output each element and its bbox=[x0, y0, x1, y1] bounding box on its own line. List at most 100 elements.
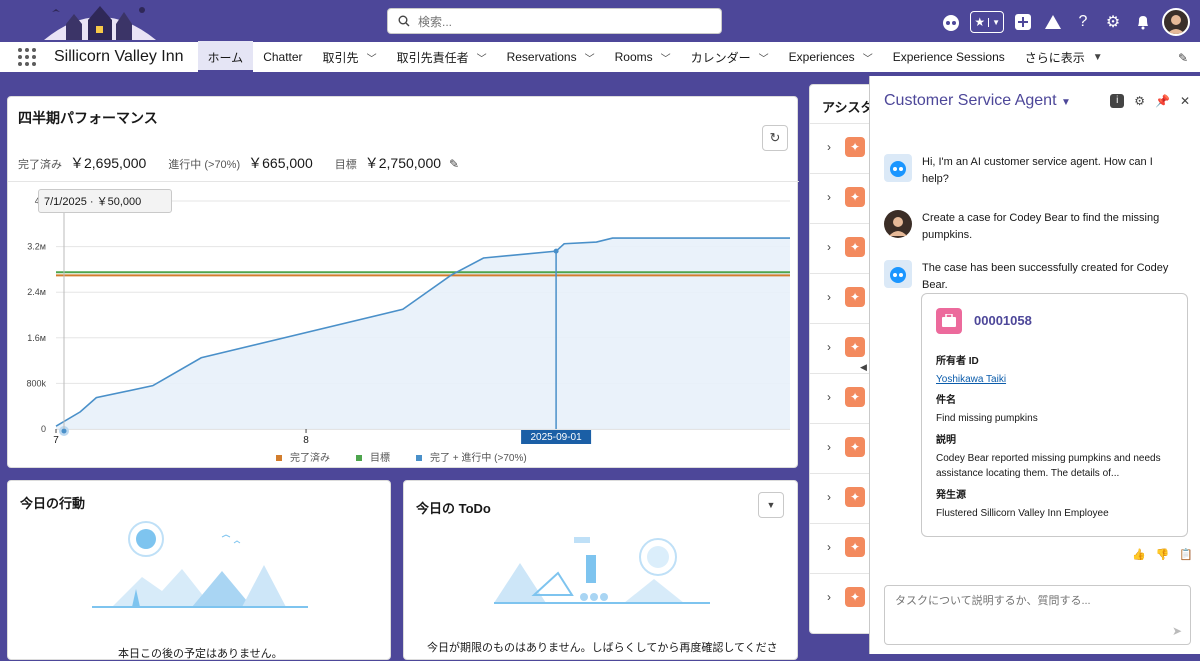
legend-label: 目標 bbox=[370, 451, 390, 464]
y-tick-label: 3.2м bbox=[27, 242, 46, 252]
chevron-down-icon: ▼ bbox=[988, 17, 1003, 27]
today-events-card: 今日の行動 本日この後の予定はありません。 bbox=[7, 480, 391, 660]
chevron-right-icon[interactable]: › bbox=[827, 140, 831, 154]
chevron-right-icon[interactable]: › bbox=[827, 190, 831, 204]
send-icon[interactable]: ➤ bbox=[1171, 624, 1182, 638]
chevron-down-icon[interactable]: ﹀ bbox=[862, 53, 873, 65]
edit-goal-pencil-icon[interactable]: ✎ bbox=[449, 157, 460, 171]
assistant-item[interactable]: › ✦ bbox=[810, 473, 874, 523]
pin-icon[interactable]: 📌 bbox=[1154, 94, 1170, 108]
chevron-right-icon[interactable]: › bbox=[827, 290, 831, 304]
assistant-item[interactable]: › ✦ bbox=[810, 373, 874, 423]
chevron-down-icon[interactable]: ﹀ bbox=[476, 53, 487, 65]
field-value: Flustered Sillicorn Valley Inn Employee bbox=[936, 508, 1109, 519]
chevron-right-icon[interactable]: › bbox=[827, 340, 831, 354]
tab-accounts[interactable]: 取引先 ﹀ bbox=[313, 41, 387, 73]
tab-chatter[interactable]: Chatter bbox=[253, 41, 312, 73]
chevron-down-icon[interactable]: ﹀ bbox=[584, 53, 595, 65]
info-icon[interactable]: i bbox=[1110, 94, 1125, 108]
app-launcher-icon[interactable] bbox=[18, 46, 40, 68]
agent-panel: ◀ Customer Service Agent ▼ i ⚙ 📌 ✕ Hi, I… bbox=[860, 76, 1200, 654]
copy-clipboard-icon[interactable]: 📋 bbox=[1179, 549, 1194, 561]
highlight-point bbox=[553, 248, 559, 254]
help-icon[interactable]: ? bbox=[1078, 13, 1088, 30]
person-icon: ✦ bbox=[845, 587, 865, 607]
open-value: ￥665,000 bbox=[248, 155, 313, 171]
close-icon[interactable]: ✕ bbox=[1179, 94, 1190, 108]
performance-stats: 完了済み ￥2,695,000 進行中 (>70%) ￥665,000 目標 ￥2,7… bbox=[18, 153, 459, 173]
y-tick-label: 800k bbox=[26, 378, 46, 388]
tab-more[interactable]: さらに表示 ▼ bbox=[1015, 41, 1113, 73]
field-label: 発生源 bbox=[936, 490, 966, 501]
chevron-right-icon[interactable]: › bbox=[827, 240, 831, 254]
einstein-icon[interactable] bbox=[940, 11, 962, 33]
closed-label: 完了済み bbox=[18, 159, 62, 171]
tab-calendar[interactable]: カレンダー ﹀ bbox=[681, 41, 779, 73]
gear-icon[interactable]: ⚙ bbox=[1105, 14, 1121, 31]
case-briefcase-icon bbox=[936, 308, 962, 334]
trailhead-icon[interactable] bbox=[1042, 11, 1064, 33]
thumbs-down-icon[interactable]: 👎 bbox=[1155, 549, 1170, 561]
assistant-item[interactable]: › ✦ bbox=[810, 323, 874, 373]
assistant-item[interactable]: › ✦ bbox=[810, 173, 874, 223]
tab-rooms[interactable]: Rooms ﹀ bbox=[605, 41, 681, 73]
agent-message: The case has been successfully created f… bbox=[884, 260, 1182, 294]
case-record-card[interactable]: 00001058 所有者 ID Yoshikawa Taiki 件名 Find mi… bbox=[921, 293, 1188, 537]
agent-panel-title[interactable]: Customer Service Agent ▼ bbox=[884, 92, 1071, 110]
refresh-button[interactable]: ↻ bbox=[762, 125, 788, 151]
owner-link[interactable]: Yoshikawa Taiki bbox=[936, 374, 1007, 385]
person-icon: ✦ bbox=[845, 437, 865, 457]
search-placeholder: 検索... bbox=[418, 14, 453, 29]
x-tick-label: 8 bbox=[303, 435, 309, 446]
caret-down-icon: ▼ bbox=[1060, 97, 1071, 108]
person-icon: ✦ bbox=[845, 137, 865, 157]
assistant-item[interactable]: › ✦ bbox=[810, 273, 874, 323]
favorites-button[interactable]: ★ ▼ bbox=[970, 11, 1004, 33]
thumbs-up-icon[interactable]: 👍 bbox=[1132, 549, 1146, 561]
chevron-down-icon[interactable]: ﹀ bbox=[660, 53, 671, 65]
chevron-right-icon[interactable]: › bbox=[827, 390, 831, 404]
assistant-item[interactable]: › ✦ bbox=[810, 123, 874, 173]
chevron-right-icon[interactable]: › bbox=[827, 440, 831, 454]
person-icon: ✦ bbox=[845, 287, 865, 307]
open-label: 進行中 (>70%) bbox=[168, 159, 241, 171]
person-icon: ✦ bbox=[845, 187, 865, 207]
chevron-right-icon[interactable]: › bbox=[827, 590, 831, 604]
tab-experiences[interactable]: Experiences ﹀ bbox=[779, 41, 883, 73]
chevron-down-icon[interactable]: ﹀ bbox=[758, 53, 769, 65]
empty-state-message: 本日この後の予定はありません。 bbox=[118, 648, 283, 660]
case-number-link[interactable]: 00001058 bbox=[974, 313, 1032, 328]
highlight-label-bg bbox=[521, 430, 592, 444]
assistant-item[interactable]: › ✦ bbox=[810, 523, 874, 573]
notification-bell-icon[interactable] bbox=[1132, 11, 1154, 33]
divider bbox=[8, 181, 799, 182]
tab-home[interactable]: ホーム bbox=[197, 41, 254, 73]
empty-state-beach-illustration bbox=[494, 537, 710, 604]
assistant-item[interactable]: › ✦ bbox=[810, 573, 874, 623]
global-search-input[interactable]: 検索... bbox=[387, 8, 722, 34]
collapse-panel-icon[interactable]: ◀ bbox=[860, 362, 867, 372]
performance-chart[interactable]: 0800k1.6м2.4м3.2м4м782025-09-01完了済み目標完了 … bbox=[8, 183, 799, 467]
x-tick-label: 7 bbox=[53, 435, 59, 446]
tab-label: 取引先責任者 bbox=[396, 50, 469, 65]
tab-label: さらに表示 bbox=[1024, 50, 1085, 65]
assistant-item[interactable]: › ✦ bbox=[810, 423, 874, 473]
tab-reservations[interactable]: Reservations ﹀ bbox=[497, 41, 605, 73]
hover-point bbox=[61, 428, 67, 434]
chevron-down-icon[interactable]: ﹀ bbox=[366, 53, 377, 65]
chevron-right-icon[interactable]: › bbox=[827, 540, 831, 554]
agent-settings-icon[interactable]: ⚙ bbox=[1134, 94, 1145, 108]
tab-experience-sessions[interactable]: Experience Sessions bbox=[883, 41, 1015, 73]
tab-contacts[interactable]: 取引先責任者 ﹀ bbox=[387, 41, 497, 73]
edit-nav-pencil-icon[interactable]: ✎ bbox=[1177, 51, 1188, 65]
assistant-item[interactable]: › ✦ bbox=[810, 223, 874, 273]
agent-message-input[interactable]: タスクについて説明するか、質問する... ➤ bbox=[884, 585, 1191, 645]
user-avatar[interactable] bbox=[1162, 8, 1190, 36]
chevron-right-icon[interactable]: › bbox=[827, 490, 831, 504]
chart-tooltip: 7/1/2025 · ￥50,000 bbox=[38, 189, 172, 213]
y-tick-label: 1.6м bbox=[27, 333, 46, 343]
person-icon: ✦ bbox=[845, 237, 865, 257]
halloween-logo[interactable] bbox=[44, 0, 156, 40]
filter-dropdown-button[interactable]: ▼ bbox=[758, 492, 784, 518]
add-icon[interactable] bbox=[1012, 11, 1034, 33]
